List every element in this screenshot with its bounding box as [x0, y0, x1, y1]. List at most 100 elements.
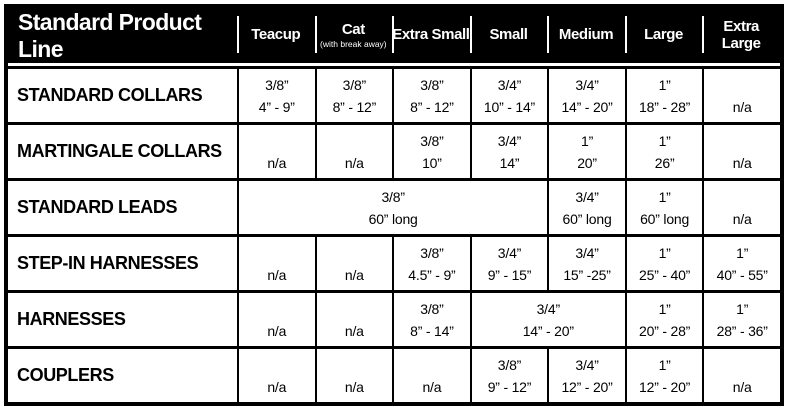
cell-width-line [317, 242, 393, 264]
cell-range-line: 9” - 15” [487, 266, 532, 283]
cell-range-line: n/a [344, 322, 364, 339]
size-cell: 1” 60” long [624, 178, 703, 234]
header-row: Standard Product Line Teacup Cat (with b… [8, 8, 780, 66]
size-cell: 1” 20” - 28” [624, 290, 703, 346]
row-label-harnesses: HARNESSES [8, 290, 237, 346]
size-cell-merged: 3/8” 60” long [237, 178, 548, 234]
column-label: Medium [558, 26, 614, 44]
cell-width-line: 3/4” [536, 300, 561, 317]
cell-range-line: 40” - 55” [716, 266, 768, 283]
size-table: Standard Product Line Teacup Cat (with b… [8, 8, 780, 402]
cell-width-line [704, 354, 780, 376]
size-cell: 3/8” 8” - 12” [392, 66, 470, 122]
size-cell: 1” 28” - 36” [702, 290, 780, 346]
size-cell: n/a [702, 178, 780, 234]
size-cell: 3/4” 60” long [547, 178, 625, 234]
column-header-extra-small: Extra Small [392, 8, 470, 66]
cell-width-line: 3/8” [420, 132, 444, 149]
table-title: Standard Product Line [8, 8, 237, 66]
column-note: (with break away) [320, 39, 387, 50]
size-cell: n/a [237, 290, 315, 346]
column-header-extra-large: Extra Large [702, 8, 780, 66]
cell-width-line: 3/8” [420, 244, 444, 261]
size-cell: 3/8” 4.5” - 9” [392, 234, 470, 290]
size-cell: 3/8” 4” - 9” [237, 66, 315, 122]
cell-range-line: 8” - 12” [410, 98, 454, 115]
cell-width-line: 3/8” [265, 76, 289, 93]
column-header-medium: Medium [547, 8, 625, 66]
cell-width-line: 3/8” [420, 300, 444, 317]
cell-range-line: 14” [499, 154, 520, 171]
cell-width-line: 1” [581, 132, 594, 149]
cell-width-line: 1” [658, 132, 671, 149]
cell-width-line [704, 74, 780, 96]
cell-width-line: 1” [658, 188, 671, 205]
column-label: Teacup [251, 26, 301, 44]
cell-range-line: n/a [732, 154, 752, 171]
size-cell: n/a [237, 346, 315, 402]
cell-width-line: 1” [658, 300, 671, 317]
cell-width-line: 3/4” [575, 188, 599, 205]
cell-range-line: n/a [422, 378, 442, 395]
cell-range-line: 60” long [562, 210, 612, 227]
cell-range-line: n/a [732, 98, 752, 115]
cell-range-line: 20” [577, 154, 597, 171]
cell-range-line: 12” - 20” [561, 378, 613, 395]
cell-range-line: 8” - 14” [410, 322, 454, 339]
size-cell: 3/8” 10” [392, 122, 470, 178]
cell-width-line [239, 354, 315, 376]
size-cell: n/a [314, 290, 393, 346]
size-cell: 1” 12” - 20” [624, 346, 703, 402]
table-row-martingale-collars: MARTINGALE COLLARS n/a n/a 3/8” 10” 3/4”… [8, 122, 780, 178]
size-cell: 3/4” 9” - 15” [469, 234, 548, 290]
cell-range-line: 8” - 12” [332, 98, 377, 115]
table-row-standard-collars: STANDARD COLLARS 3/8” 4” - 9” 3/8” 8” - … [8, 66, 780, 122]
cell-width-line: 1” [736, 300, 749, 317]
cell-range-line: 14” - 20” [522, 322, 574, 339]
column-label: Cat [341, 20, 365, 38]
cell-width-line [317, 130, 393, 152]
row-label-standard-collars: STANDARD COLLARS [8, 66, 237, 122]
cell-width-line [704, 130, 780, 152]
cell-width-line: 3/4” [497, 132, 522, 149]
column-header-teacup: Teacup [237, 8, 315, 66]
cell-range-line: n/a [267, 266, 287, 283]
cell-width-line: 3/4” [575, 76, 599, 93]
table-row-couplers: COUPLERS n/a n/a n/a 3/8” 9” - 12” [8, 346, 780, 402]
cell-range-line: 4” - 9” [258, 98, 295, 115]
column-label: Large [644, 26, 684, 44]
size-cell: 1” 18” - 28” [624, 66, 703, 122]
size-cell: n/a [237, 122, 315, 178]
cell-range-line: n/a [267, 378, 287, 395]
size-cell: 3/4” 14” - 20” [547, 66, 625, 122]
cell-range-line: 25” - 40” [639, 266, 691, 283]
size-cell: n/a [702, 346, 780, 402]
size-cell: n/a [314, 234, 393, 290]
cell-width-line [239, 242, 315, 264]
cell-range-line: 10” [422, 154, 442, 171]
size-cell: 3/4” 12” - 20” [547, 346, 625, 402]
cell-width-line: 1” [658, 244, 671, 261]
size-cell: 1” 40” - 55” [702, 234, 780, 290]
cell-width-line [704, 186, 780, 208]
product-size-table: Standard Product Line Teacup Cat (with b… [4, 4, 784, 406]
cell-width-line: 1” [658, 76, 671, 93]
column-header-cat: Cat (with break away) [314, 8, 393, 66]
size-cell: n/a [237, 234, 315, 290]
cell-range-line: n/a [732, 378, 752, 395]
size-cell: 3/8” 8” - 12” [314, 66, 393, 122]
table-row-step-in-harnesses: STEP-IN HARNESSES n/a n/a 3/8” 4.5” - 9”… [8, 234, 780, 290]
cell-range-line: n/a [267, 322, 287, 339]
column-header-small: Small [469, 8, 548, 66]
table-row-harnesses: HARNESSES n/a n/a 3/8” 8” - 14” 3/4” 14”… [8, 290, 780, 346]
cell-range-line: 4.5” - 9” [408, 266, 456, 283]
cell-width-line: 3/8” [420, 76, 444, 93]
cell-range-line: 20” - 28” [639, 322, 691, 339]
cell-range-line: 14” - 20” [561, 98, 613, 115]
cell-range-line: 12” - 20” [639, 378, 691, 395]
cell-width-line: 3/4” [575, 244, 599, 261]
column-label: Small [489, 26, 528, 44]
cell-width-line: 3/4” [575, 356, 599, 373]
size-cell: 3/4” 14” [469, 122, 548, 178]
cell-width-line [239, 298, 315, 320]
